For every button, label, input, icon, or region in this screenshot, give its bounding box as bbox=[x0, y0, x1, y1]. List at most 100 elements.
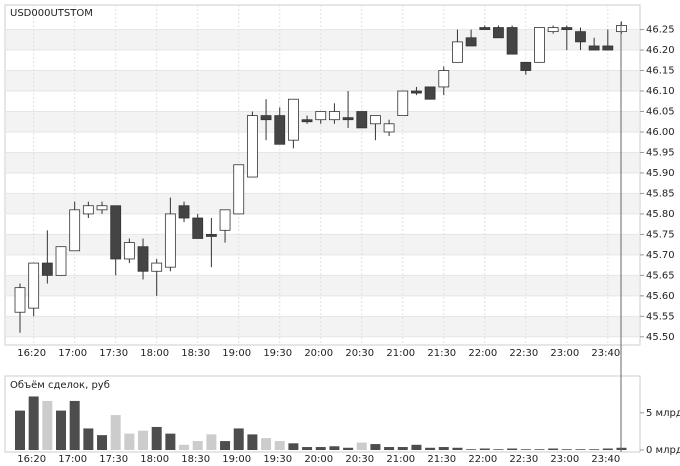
volume-bar bbox=[206, 434, 217, 450]
volume-bar bbox=[602, 448, 613, 450]
y-tick-label: 45.70 bbox=[646, 250, 675, 261]
candle-body bbox=[246, 115, 258, 178]
x-tick-label: 20:00 bbox=[304, 454, 333, 465]
candle-body bbox=[438, 70, 450, 88]
candle-body bbox=[28, 262, 40, 309]
x-tick-label: 22:30 bbox=[509, 348, 538, 359]
volume-bar bbox=[425, 447, 436, 450]
volume-bar bbox=[452, 447, 463, 450]
grid-band bbox=[6, 193, 639, 214]
x-tick-label: 23:40 bbox=[591, 454, 620, 465]
volume-bar bbox=[479, 448, 490, 450]
x-tick-label: 18:00 bbox=[140, 348, 169, 359]
volume-bar bbox=[575, 449, 586, 450]
volume-bar bbox=[83, 428, 94, 450]
x-tick-label: 18:00 bbox=[140, 454, 169, 465]
volume-bar bbox=[69, 400, 80, 450]
volume-bar bbox=[315, 447, 326, 450]
volume-bar bbox=[438, 447, 449, 450]
candle-body bbox=[164, 213, 176, 268]
y-tick-label: 5 млрд bbox=[646, 408, 680, 419]
x-tick-label: 17:30 bbox=[99, 454, 128, 465]
y-tick-label: 45.95 bbox=[646, 147, 675, 158]
candle-body bbox=[493, 27, 504, 39]
grid-band bbox=[6, 316, 639, 337]
volume-bar bbox=[192, 441, 203, 450]
grid-band bbox=[6, 111, 639, 132]
volume-bar bbox=[220, 441, 231, 450]
x-tick-label: 21:30 bbox=[427, 454, 456, 465]
candle-body bbox=[315, 111, 327, 121]
candle-body bbox=[424, 86, 436, 100]
volume-bar bbox=[493, 449, 504, 450]
x-tick-label: 23:40 bbox=[591, 348, 620, 359]
candle-body bbox=[547, 27, 559, 33]
y-tick-label: 46.25 bbox=[646, 25, 675, 36]
candle-body bbox=[520, 61, 532, 71]
volume-bar bbox=[151, 426, 162, 450]
volume-bar bbox=[28, 396, 39, 450]
candle-body bbox=[561, 27, 573, 30]
candle-body bbox=[329, 111, 340, 121]
volume-bar bbox=[561, 449, 572, 450]
candle-body bbox=[452, 41, 463, 63]
plot-layer: 45.50 45.55 45.60 45.65 45.70 45.75 45.80 45.85… bbox=[6, 5, 680, 465]
x-tick-label: 16:20 bbox=[17, 348, 46, 359]
x-tick-label: 19:00 bbox=[222, 454, 251, 465]
candle-body bbox=[479, 27, 491, 30]
candle-body bbox=[411, 90, 422, 94]
candle-body bbox=[588, 45, 600, 51]
y-tick-label: 46.20 bbox=[646, 45, 675, 56]
x-tick-label: 22:00 bbox=[468, 348, 497, 359]
candle-body bbox=[178, 205, 190, 219]
x-tick-label: 20:00 bbox=[304, 348, 333, 359]
volume-bar bbox=[356, 442, 367, 450]
candle-body bbox=[301, 119, 313, 123]
x-tick-label: 17:00 bbox=[58, 454, 87, 465]
volume-bar bbox=[302, 447, 313, 450]
y-tick-label: 0 млрд bbox=[646, 445, 680, 456]
x-tick-label: 17:30 bbox=[99, 348, 128, 359]
candle-body bbox=[274, 115, 286, 145]
candle-body bbox=[465, 37, 477, 47]
volume-bar bbox=[343, 447, 354, 450]
candle-body bbox=[137, 246, 149, 272]
x-tick-label: 23:00 bbox=[550, 454, 579, 465]
volume-bar bbox=[124, 433, 135, 450]
y-tick-label: 45.60 bbox=[646, 291, 675, 302]
y-tick-label: 45.80 bbox=[646, 209, 675, 220]
candle-body bbox=[260, 115, 272, 121]
volume-title: Объём сделок, руб bbox=[10, 380, 110, 391]
candle-body bbox=[123, 242, 135, 260]
candle-body bbox=[96, 205, 108, 211]
volume-bar bbox=[274, 441, 285, 450]
x-tick-label: 21:30 bbox=[427, 348, 456, 359]
x-tick-label: 22:00 bbox=[468, 454, 497, 465]
x-tick-label: 23:00 bbox=[550, 348, 579, 359]
volume-bar bbox=[42, 400, 53, 450]
candle-body bbox=[233, 164, 245, 215]
volume-bar bbox=[548, 448, 559, 450]
candle-body bbox=[342, 117, 354, 121]
candle-body bbox=[506, 27, 518, 55]
x-tick-label: 19:30 bbox=[263, 348, 292, 359]
y-tick-label: 45.50 bbox=[646, 332, 675, 343]
y-tick-label: 46.10 bbox=[646, 86, 675, 97]
grid-band bbox=[6, 234, 639, 255]
candle-body bbox=[287, 98, 299, 141]
chart-title: USD000UTSTOM bbox=[10, 8, 93, 19]
candle-body bbox=[151, 262, 163, 272]
volume-bar bbox=[384, 447, 395, 450]
y-tick-label: 45.85 bbox=[646, 188, 675, 199]
candle-body bbox=[69, 209, 81, 252]
volume-bar bbox=[247, 434, 258, 450]
volume-bar bbox=[370, 444, 381, 450]
volume-bar bbox=[507, 448, 518, 450]
x-tick-label: 20:30 bbox=[345, 348, 374, 359]
candle-body bbox=[41, 262, 53, 276]
candle-body bbox=[55, 246, 67, 276]
volume-bar bbox=[261, 438, 272, 450]
volume-bar bbox=[589, 449, 600, 450]
volume-bar bbox=[466, 449, 477, 450]
